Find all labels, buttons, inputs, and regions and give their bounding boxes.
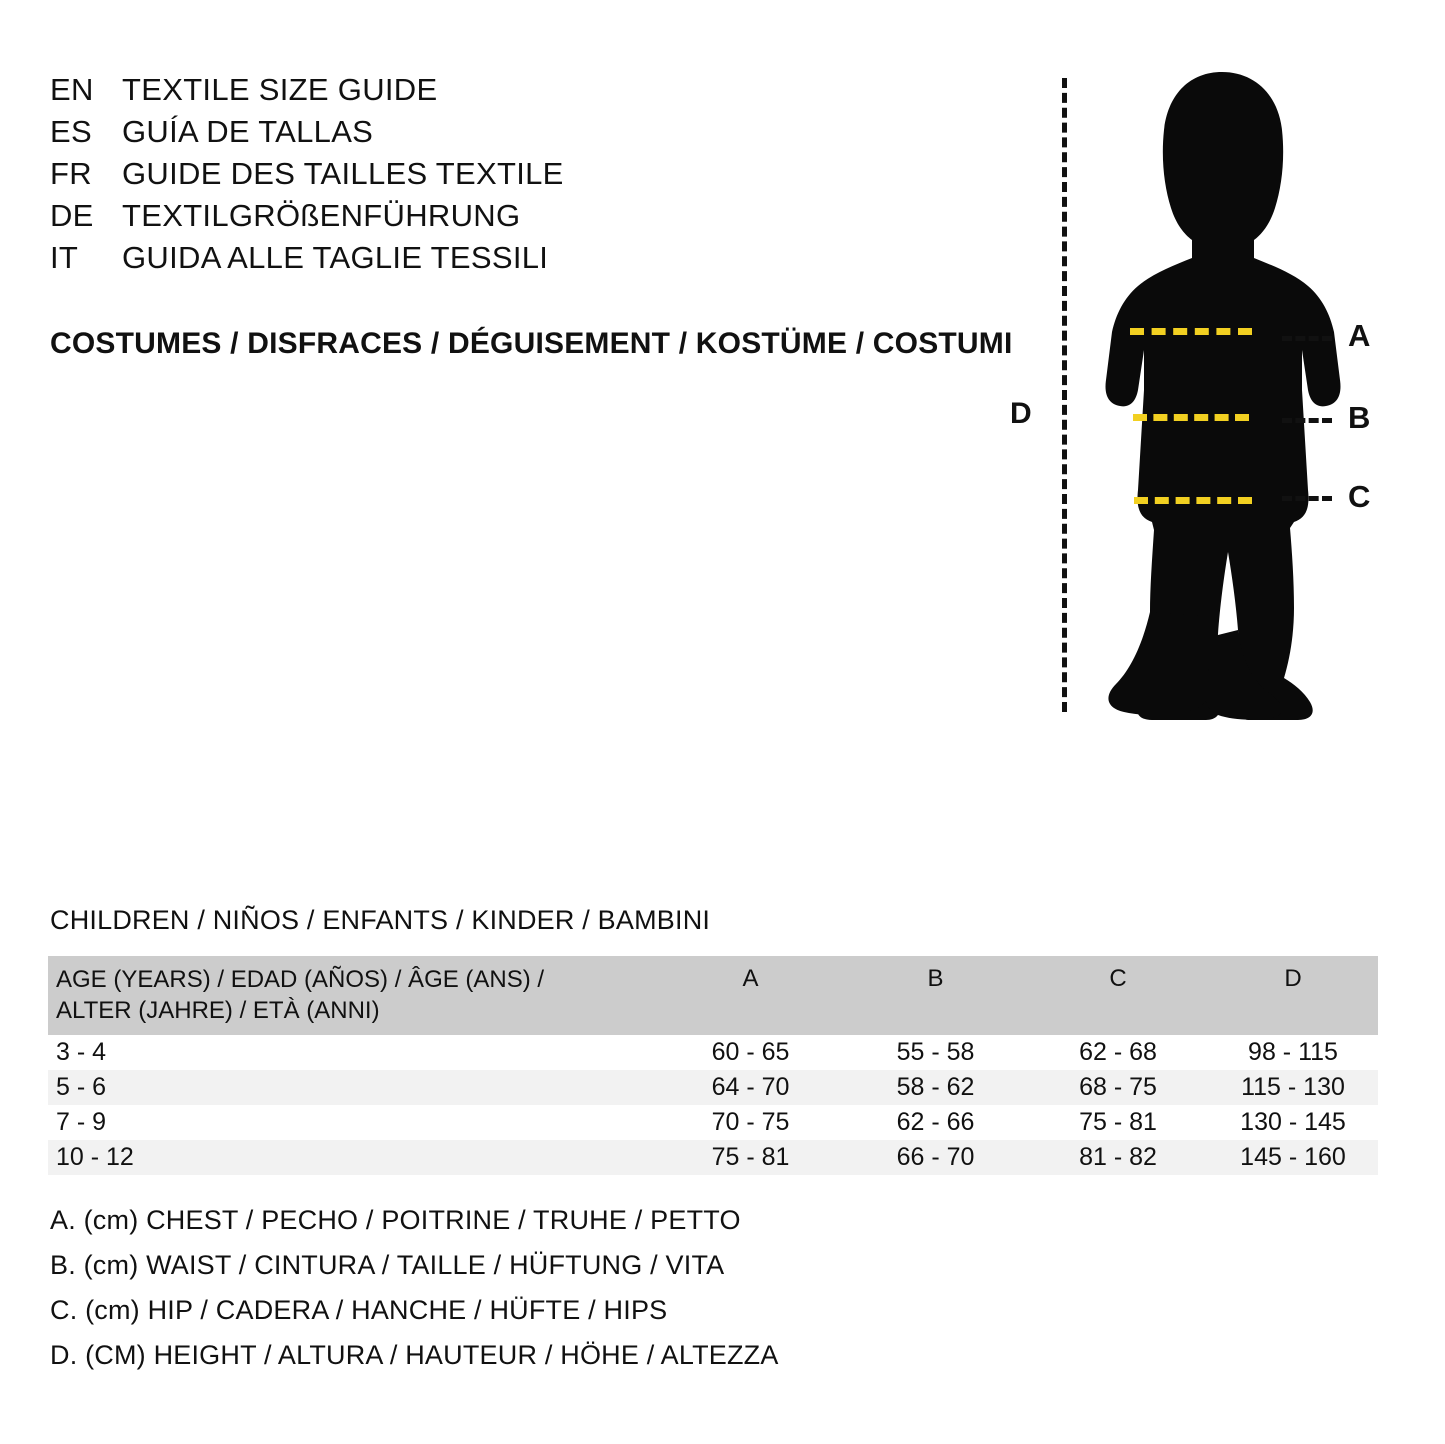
language-text-es: GUÍA DE TALLAS <box>122 114 374 149</box>
cell-waist: 58 - 62 <box>896 1073 975 1102</box>
language-row-de: DE TEXTILGRÖßENFÜHRUNG <box>50 198 670 240</box>
cell-hip: 81 - 82 <box>1079 1143 1157 1172</box>
measurement-figure-panel: D A B C <box>1000 60 1420 740</box>
cell-waist: 55 - 58 <box>896 1038 975 1067</box>
column-header-a: A <box>742 965 759 992</box>
column-header-age: AGE (YEARS) / EDAD (AÑOS) / ÂGE (ANS) / … <box>48 956 658 1035</box>
cell-chest: 64 - 70 <box>711 1073 790 1102</box>
language-code-de: DE <box>50 198 94 233</box>
language-row-en: EN TEXTILE SIZE GUIDE <box>50 72 670 114</box>
legend-item-c: C. (cm) HIP / CADERA / HANCHE / HÜFTE / … <box>50 1295 668 1325</box>
column-header-d: D <box>1284 965 1302 992</box>
cell-chest: 75 - 81 <box>711 1143 790 1172</box>
height-label-d: D <box>1010 397 1032 430</box>
cell-age: 5 - 6 <box>56 1073 107 1102</box>
cell-chest: 60 - 65 <box>711 1038 790 1067</box>
child-silhouette-icon <box>1072 60 1372 720</box>
cell-hip: 62 - 68 <box>1079 1038 1157 1067</box>
language-text-fr: GUIDE DES TAILLES TEXTILE <box>122 156 564 191</box>
legend-item-b: B. (cm) WAIST / CINTURA / TAILLE / HÜFTU… <box>50 1250 725 1280</box>
language-row-fr: FR GUIDE DES TAILLES TEXTILE <box>50 156 670 198</box>
column-header-c: C <box>1109 965 1127 992</box>
language-code-es: ES <box>50 114 92 149</box>
language-row-it: IT GUIDA ALLE TAGLIE TESSILI <box>50 240 670 282</box>
leader-line-c <box>1282 496 1332 501</box>
chest-measure-dashed-line <box>1130 328 1252 335</box>
costumes-category-line: COSTUMES / DISFRACES / DÉGUISEMENT / KOS… <box>50 327 1013 360</box>
cell-waist: 62 - 66 <box>896 1108 975 1137</box>
cell-hip: 68 - 75 <box>1079 1073 1157 1102</box>
measure-label-b: B <box>1348 400 1371 435</box>
language-text-en: TEXTILE SIZE GUIDE <box>122 72 438 107</box>
language-code-it: IT <box>50 240 79 275</box>
legend-item-a: A. (cm) CHEST / PECHO / POITRINE / TRUHE… <box>50 1205 741 1235</box>
cell-height: 98 - 115 <box>1248 1038 1338 1067</box>
language-code-en: EN <box>50 72 94 107</box>
measure-label-a: A <box>1348 318 1371 353</box>
language-row-es: ES GUÍA DE TALLAS <box>50 114 670 156</box>
language-code-fr: FR <box>50 156 92 191</box>
cell-hip: 75 - 81 <box>1079 1108 1157 1137</box>
table-row: 10 - 12 75 - 81 66 - 70 81 - 82 145 - 16… <box>48 1140 1378 1176</box>
cell-height: 115 - 130 <box>1241 1073 1345 1102</box>
size-chart-table: AGE (YEARS) / EDAD (AÑOS) / ÂGE (ANS) / … <box>48 956 1378 1176</box>
leader-line-b <box>1282 418 1332 423</box>
cell-age: 10 - 12 <box>56 1143 134 1172</box>
table-header: AGE (YEARS) / EDAD (AÑOS) / ÂGE (ANS) / … <box>48 956 1378 1036</box>
table-row: 3 - 4 60 - 65 55 - 58 62 - 68 98 - 115 <box>48 1035 1378 1071</box>
cell-height: 145 - 160 <box>1240 1143 1346 1172</box>
legend-item-d: D. (CM) HEIGHT / ALTURA / HAUTEUR / HÖHE… <box>50 1340 779 1370</box>
measurement-legend: A. (cm) CHEST / PECHO / POITRINE / TRUHE… <box>50 1198 950 1378</box>
column-header-b: B <box>927 965 944 992</box>
table-row: 7 - 9 70 - 75 62 - 66 75 - 81 130 - 145 <box>48 1105 1378 1141</box>
cell-age: 3 - 4 <box>56 1038 107 1067</box>
table-body: 3 - 4 60 - 65 55 - 58 62 - 68 98 - 115 5… <box>48 1035 1378 1176</box>
language-header-block: EN TEXTILE SIZE GUIDE ES GUÍA DE TALLAS … <box>50 72 670 282</box>
language-text-it: GUIDA ALLE TAGLIE TESSILI <box>122 240 549 275</box>
leader-line-a <box>1282 336 1332 341</box>
table-header-row: AGE (YEARS) / EDAD (AÑOS) / ÂGE (ANS) / … <box>48 956 1378 1036</box>
column-header-age-line1: AGE (YEARS) / EDAD (AÑOS) / ÂGE (ANS) / <box>56 966 545 993</box>
waist-measure-dashed-line <box>1133 414 1249 421</box>
table-row: 5 - 6 64 - 70 58 - 62 68 - 75 115 - 130 <box>48 1070 1378 1106</box>
height-axis-dashed-line <box>1062 78 1067 712</box>
hip-measure-dashed-line <box>1134 497 1252 504</box>
language-text-de: TEXTILGRÖßENFÜHRUNG <box>122 198 521 233</box>
cell-height: 130 - 145 <box>1240 1108 1346 1137</box>
column-header-age-line2: ALTER (JAHRE) / ETÀ (ANNI) <box>56 996 380 1024</box>
cell-age: 7 - 9 <box>56 1108 107 1137</box>
children-section-title: CHILDREN / NIÑOS / ENFANTS / KINDER / BA… <box>50 905 711 935</box>
measure-label-c: C <box>1348 479 1371 514</box>
cell-chest: 70 - 75 <box>711 1108 790 1137</box>
cell-waist: 66 - 70 <box>896 1143 975 1172</box>
